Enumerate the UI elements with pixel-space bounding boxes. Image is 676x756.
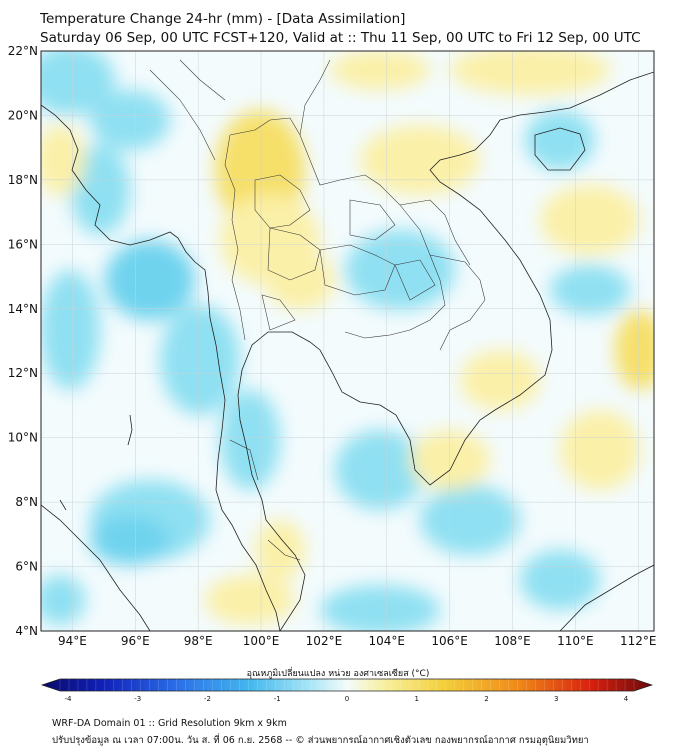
latitude-label: 10°N (8, 431, 38, 445)
colorbar-tick-label: -2 (204, 695, 211, 703)
coastlines (41, 71, 654, 631)
colorbar-tick-label: 2 (484, 695, 488, 703)
colorbar-ticks: -4 -3 -2 -1 0 1 2 3 4 (59, 679, 635, 703)
latitude-label: 6°N (15, 560, 38, 574)
latitude-label: 8°N (15, 495, 38, 509)
longitude-label: 108°E (494, 634, 531, 648)
map-frame (40, 50, 655, 632)
longitude-label: 94°E (58, 634, 87, 648)
latitude-label: 4°N (15, 624, 38, 638)
longitude-label: 96°E (121, 634, 150, 648)
colorbar-tick-label: 1 (415, 695, 419, 703)
longitude-label: 106°E (431, 634, 468, 648)
colorbar-tick-label: 3 (554, 695, 558, 703)
colorbar: -4 -3 -2 -1 0 1 2 3 4 (40, 678, 654, 703)
longitude-label: 100°E (243, 634, 280, 648)
temperature-field (41, 51, 654, 631)
footer-model-info: WRF-DA Domain 01 :: Grid Resolution 9km … (52, 718, 287, 729)
longitude-label: 102°E (306, 634, 343, 648)
latitude-label: 22°N (8, 44, 38, 58)
latitude-label: 16°N (8, 237, 38, 251)
colorbar-tick-label: 0 (345, 695, 349, 703)
longitude-label: 112°E (620, 634, 657, 648)
latitude-label: 12°N (8, 366, 38, 380)
longitude-label: 110°E (557, 634, 594, 648)
longitude-labels: 94°E 96°E 98°E 100°E 102°E 104°E 106°E 108°E 110… (58, 634, 657, 648)
latitude-label: 18°N (8, 173, 38, 187)
colorbar-tick-label: 4 (624, 695, 629, 703)
map-title: Temperature Change 24-hr (mm) - [Data As… (40, 11, 406, 27)
colorbar-tick-label: -3 (134, 695, 141, 703)
footer-update-info: ปรับปรุงข้อมูล ณ เวลา 07:00น. วัน ส. ที่… (52, 735, 589, 746)
colorbar-tick-label: -4 (65, 695, 73, 703)
colorbar-title: อุณหภูมิเปลี่ยนแปลง หน่วย องศาเซลเซียส (… (246, 669, 430, 679)
graticule (41, 51, 654, 631)
field-blobs (41, 51, 654, 631)
latitude-label: 20°N (8, 108, 38, 122)
longitude-label: 98°E (184, 634, 213, 648)
latitude-labels: 22°N 20°N 18°N 16°N 14°N 12°N 10°N 8°N 6°N 4°N (8, 44, 38, 638)
latitude-label: 14°N (8, 302, 38, 316)
longitude-label: 104°E (369, 634, 406, 648)
map-subtitle: Saturday 06 Sep, 00 UTC FCST+120, Valid … (40, 30, 641, 46)
colorbar-tick-label: -1 (274, 695, 281, 703)
admin-borders (149, 59, 486, 561)
